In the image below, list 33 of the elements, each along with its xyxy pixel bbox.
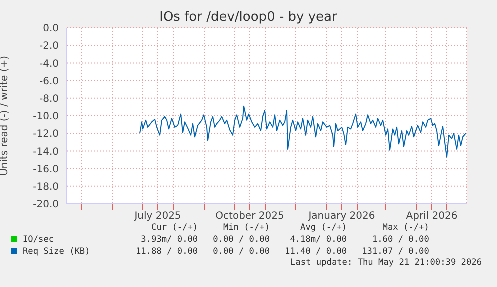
x-tick-label: July 2025	[134, 211, 182, 222]
y-tick-label: -8.0	[39, 94, 59, 105]
text: 131.07 / 0.00	[361, 246, 430, 258]
text: 4.18m/ 0.00	[289, 234, 348, 246]
y-tick-label: -6.0	[39, 76, 59, 88]
text: 11.88 / 0.00	[135, 246, 200, 258]
text: 3.93m/ 0.00	[140, 234, 200, 246]
text: 1.60 / 0.00	[371, 234, 430, 246]
x-tick-label: October 2025	[216, 211, 284, 222]
line-series	[140, 106, 466, 158]
text: 0.00 / 0.00	[212, 246, 272, 258]
y-tick-label: -20.0	[33, 200, 59, 211]
chart-title: IOs for /dev/loop0 - by year	[158, 10, 338, 25]
y-tick-label: 0.0	[43, 24, 59, 35]
y-tick-label: -16.0	[33, 164, 59, 176]
text: Max (-/+)	[382, 222, 430, 234]
text: Min (-/+)	[222, 222, 272, 234]
legend-label: IO/sec	[22, 234, 56, 246]
y-tick-label: -14.0	[33, 146, 59, 158]
text: 0.00 / 0.00	[212, 234, 272, 246]
y-tick-label: -12.0	[33, 129, 59, 140]
text: Cur (-/+)	[150, 222, 200, 234]
y-tick-label: -10.0	[33, 112, 59, 123]
text: Avg (-/+)	[300, 222, 348, 234]
y-tick-label: -4.0	[39, 58, 59, 70]
text: 11.40 / 0.00	[284, 246, 348, 258]
legend-label: Req Size (KB)	[22, 246, 92, 258]
y-tick-label: -2.0	[39, 41, 59, 52]
y-axis-title: Units read (-) / write (+)	[0, 56, 11, 176]
x-tick-label: January 2026	[308, 211, 376, 222]
y-tick-label: -18.0	[33, 182, 59, 193]
text: Last update: Thu May 21 21:00:39 2026	[290, 258, 482, 268]
x-tick-label: April 2026	[406, 211, 458, 222]
